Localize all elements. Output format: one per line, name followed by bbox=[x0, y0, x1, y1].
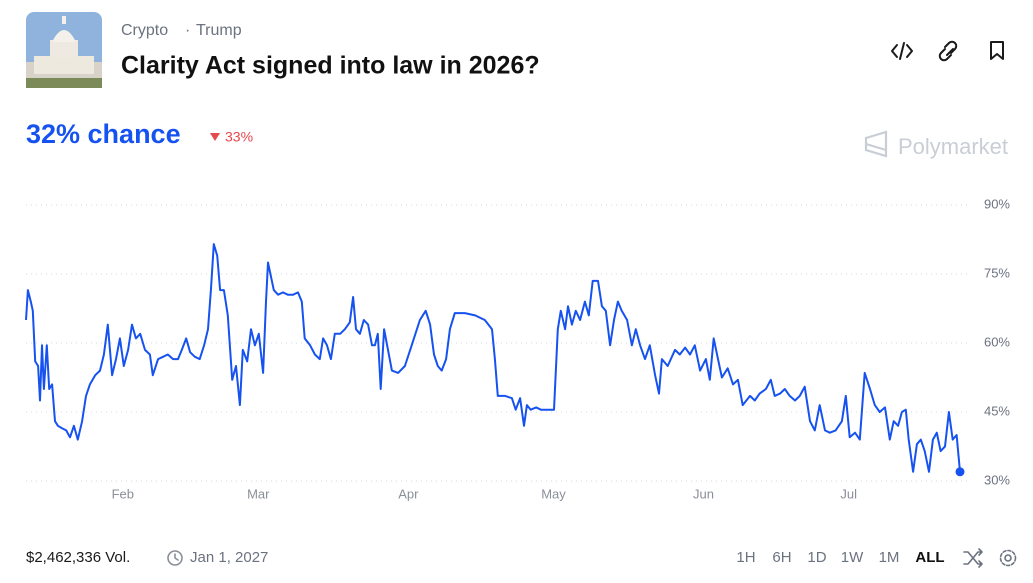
y-tick-label: 60% bbox=[984, 334, 1010, 349]
range-button[interactable]: 1D bbox=[807, 549, 826, 566]
x-tick-label: Jul bbox=[840, 486, 857, 501]
y-tick-label: 45% bbox=[984, 403, 1010, 418]
y-tick-label: 90% bbox=[984, 196, 1010, 211]
embed-button[interactable] bbox=[891, 42, 913, 60]
range-button[interactable]: 1W bbox=[841, 549, 864, 566]
range-button[interactable]: 6H bbox=[772, 549, 791, 566]
market-thumbnail bbox=[26, 12, 102, 88]
bookmark-button[interactable] bbox=[990, 41, 1004, 60]
category[interactable]: Trump bbox=[196, 22, 242, 39]
category[interactable]: Crypto bbox=[121, 22, 168, 39]
last-point bbox=[955, 467, 965, 477]
clock-icon bbox=[167, 550, 183, 566]
y-tick-label: 75% bbox=[984, 265, 1010, 280]
volume: $2,462,336 Vol. bbox=[26, 549, 130, 566]
range-button[interactable]: 1M bbox=[879, 549, 900, 566]
brand-watermark: Polymarket bbox=[864, 130, 1008, 159]
x-tick-label: Feb bbox=[112, 486, 134, 501]
range-button[interactable]: ALL bbox=[915, 549, 944, 566]
separator: · bbox=[185, 22, 190, 39]
y-tick-label: 30% bbox=[984, 472, 1010, 487]
x-tick-label: Apr bbox=[398, 486, 419, 501]
price-line bbox=[25, 243, 961, 473]
settings-button[interactable] bbox=[999, 549, 1017, 567]
range-selector: 1H 6H 1D 1W 1M ALL bbox=[736, 549, 944, 566]
change-arrow bbox=[210, 133, 220, 141]
end-date: Jan 1, 2027 bbox=[190, 549, 268, 566]
x-tick-label: May bbox=[541, 486, 566, 501]
market-title: Clarity Act signed into law in 2026? bbox=[121, 52, 540, 80]
headline-chance: 32% chance bbox=[26, 119, 181, 149]
brand: Polymarket bbox=[898, 134, 1008, 159]
x-tick-label: Jun bbox=[693, 486, 714, 501]
plot: 30% 45% 60% 75% 90% Feb Mar Apr May Jun Jul bbox=[25, 196, 1010, 501]
link-button[interactable] bbox=[938, 40, 958, 62]
range-button[interactable]: 1H bbox=[736, 549, 755, 566]
x-tick-label: Mar bbox=[247, 486, 270, 501]
change: 33% bbox=[225, 129, 253, 145]
shuffle-button[interactable] bbox=[963, 548, 983, 568]
